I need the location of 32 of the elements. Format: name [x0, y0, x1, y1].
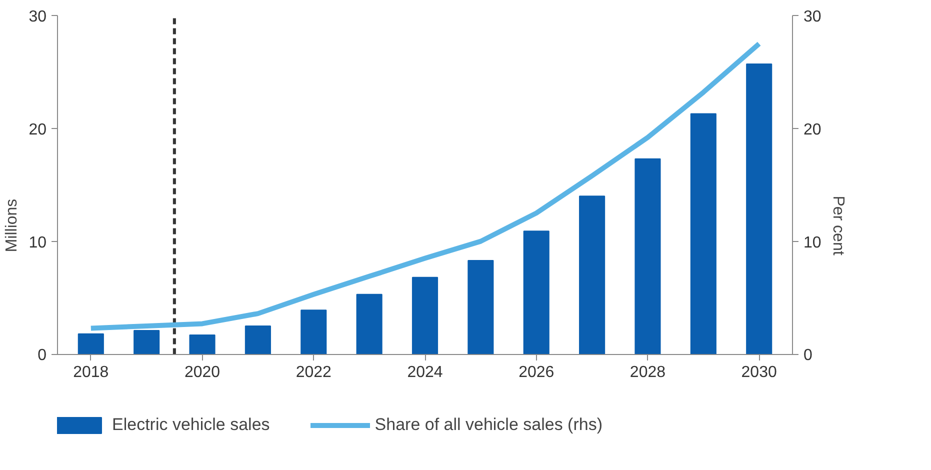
x-tick-label: 2018 [73, 364, 109, 382]
bar [634, 158, 661, 355]
bar [244, 325, 271, 355]
bar [690, 113, 716, 355]
y2-tick-label: 10 [804, 234, 822, 252]
bar [134, 330, 160, 355]
y2-tick-label: 30 [804, 8, 822, 26]
y-tick-label: 0 [38, 347, 47, 364]
bar [523, 230, 550, 355]
y-tick-label: 10 [28, 234, 47, 252]
bar [412, 276, 438, 355]
bar [746, 64, 772, 355]
x-tick-label: 2024 [407, 364, 443, 382]
bar [579, 196, 606, 355]
legend-label: Electric vehicle sales [112, 415, 270, 435]
x-tick-label: 2020 [184, 364, 220, 382]
y2-tick-label: 20 [804, 121, 822, 138]
y2-tick-label: 0 [804, 347, 812, 364]
y-axis-title: Millions [4, 198, 21, 252]
x-tick-label: 2022 [296, 364, 332, 382]
x-tick-label: 2030 [741, 364, 777, 382]
legend-label: Share of all vehicle sales (rhs) [374, 415, 602, 435]
bar [78, 333, 104, 355]
x-tick-label: 2028 [630, 364, 666, 382]
y2-axis-title: Per cent [829, 196, 846, 256]
y-tick-label: 20 [28, 121, 47, 138]
bar [300, 310, 327, 355]
y-tick-label: 30 [28, 8, 47, 26]
bar [468, 260, 494, 355]
bar [356, 294, 382, 355]
bar [189, 334, 216, 355]
x-tick-label: 2026 [518, 364, 554, 382]
